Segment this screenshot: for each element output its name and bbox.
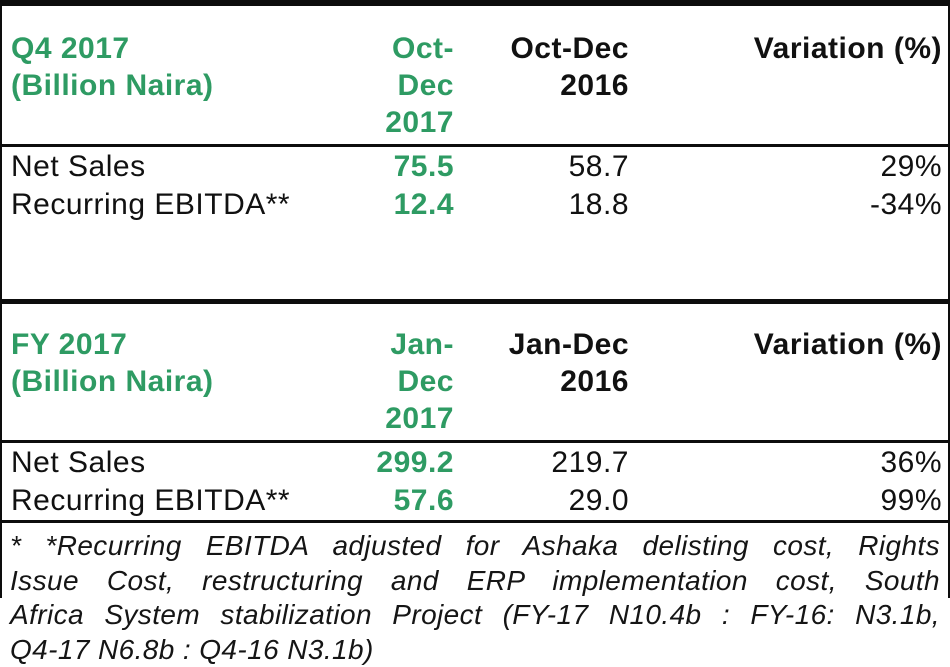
q4-col-header-prior: Oct-Dec 2016	[467, 30, 638, 141]
table-subtitle: (Billion Naira)	[11, 363, 365, 400]
row-label: Recurring EBITDA**	[2, 186, 365, 224]
footnote-line: Issue Cost, restructuring and ERP implem…	[10, 564, 940, 599]
footnote-line: * *Recurring EBITDA adjusted for Ashaka …	[10, 529, 940, 564]
row-label: Net Sales	[2, 148, 365, 186]
row-label: Recurring EBITDA**	[2, 482, 365, 520]
fy-table-body: Net Sales 299.2 219.7 36% Recurring EBIT…	[2, 443, 948, 523]
q4-col-header-current: Oct-Dec 2017	[365, 30, 467, 141]
table-subtitle: (Billion Naira)	[11, 67, 365, 104]
fy-2017-table: FY 2017 (Billion Naira) Jan-Dec 2017 Jan…	[2, 299, 948, 523]
col-header-variation: Variation (%)	[638, 30, 942, 67]
results-sheet: Q4 2017 (Billion Naira) Oct-Dec 2017 Oct…	[0, 0, 950, 598]
q4-col-header-variation: Variation (%)	[638, 30, 948, 141]
footnote-line: Q4-17 N6.8b : Q4-16 N3.1b)	[10, 633, 940, 667]
footnote-line: Africa System stabilization Project (FY-…	[10, 598, 940, 633]
value-current: 75.5	[365, 148, 467, 186]
table-title: Q4 2017	[11, 30, 365, 67]
row-label: Net Sales	[2, 444, 365, 482]
col-header-prior-year: 2016	[467, 67, 629, 104]
fy-header-title-block: FY 2017 (Billion Naira)	[2, 326, 365, 437]
value-prior: 18.8	[467, 186, 638, 224]
table-row: Net Sales 299.2 219.7 36%	[2, 444, 948, 482]
q4-table-body: Net Sales 75.5 58.7 29% Recurring EBITDA…	[2, 147, 948, 224]
value-current: 299.2	[365, 444, 467, 482]
value-prior: 58.7	[467, 148, 638, 186]
col-header-prior-period: Jan-Dec	[467, 326, 629, 363]
fy-col-header-variation: Variation (%)	[638, 326, 948, 437]
fy-col-header-current: Jan-Dec 2017	[365, 326, 467, 437]
value-variation: -34%	[638, 186, 948, 224]
value-variation: 29%	[638, 148, 948, 186]
footnote: * *Recurring EBITDA adjusted for Ashaka …	[2, 523, 948, 667]
col-header-current-year: 2017	[365, 400, 454, 437]
table-title: FY 2017	[11, 326, 365, 363]
fy-table-header: FY 2017 (Billion Naira) Jan-Dec 2017 Jan…	[2, 326, 948, 443]
q4-2017-table: Q4 2017 (Billion Naira) Oct-Dec 2017 Oct…	[2, 30, 948, 224]
value-prior: 219.7	[467, 444, 638, 482]
value-prior: 29.0	[467, 482, 638, 520]
col-header-prior-period: Oct-Dec	[467, 30, 629, 67]
fy-col-header-prior: Jan-Dec 2016	[467, 326, 638, 437]
value-current: 57.6	[365, 482, 467, 520]
col-header-current-period: Jan-Dec	[365, 326, 454, 400]
table-row: Recurring EBITDA** 12.4 18.8 -34%	[2, 186, 948, 224]
col-header-current-period: Oct-Dec	[365, 30, 454, 104]
col-header-current-year: 2017	[365, 104, 454, 141]
value-variation: 36%	[638, 444, 948, 482]
table-row: Recurring EBITDA** 57.6 29.0 99%	[2, 482, 948, 520]
value-current: 12.4	[365, 186, 467, 224]
q4-table-header: Q4 2017 (Billion Naira) Oct-Dec 2017 Oct…	[2, 30, 948, 147]
value-variation: 99%	[638, 482, 948, 520]
col-header-variation: Variation (%)	[638, 326, 942, 363]
q4-header-title-block: Q4 2017 (Billion Naira)	[2, 30, 365, 141]
table-row: Net Sales 75.5 58.7 29%	[2, 148, 948, 186]
col-header-prior-year: 2016	[467, 363, 629, 400]
